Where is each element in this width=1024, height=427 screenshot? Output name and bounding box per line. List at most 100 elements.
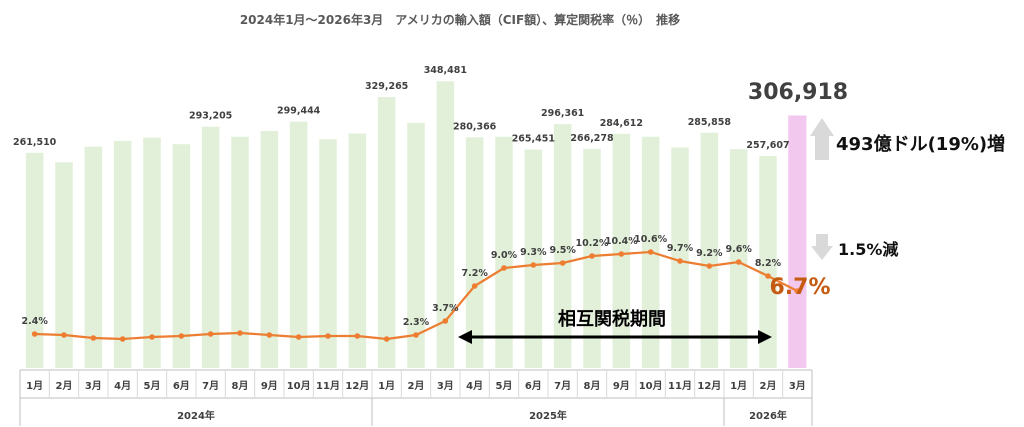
bar-value-label: 299,444 [277,106,321,117]
rate-point [442,318,449,324]
bar [55,162,73,368]
last-rate-label: 6.7% [769,275,830,300]
rate-value-label: 10.2% [576,238,609,249]
x-tick-label: 5月 [144,380,161,392]
x-tick-label: 4月 [466,380,483,392]
bar-value-label: 285,858 [688,117,732,128]
rate-value-label: 7.2% [461,268,488,279]
rate-point [706,263,713,269]
x-tick-label: 3月 [437,380,454,392]
rate-point [383,336,390,342]
decrease-label: 1.5%減 [838,240,898,259]
bar [612,133,631,368]
rate-value-label: 2.4% [21,316,48,327]
rate-value-label: 3.7% [432,303,459,314]
rate-point [647,249,654,255]
data-labels: 261,510 293,205 299,444 329,265 348,481 280,3… [13,65,790,328]
year-label: 2026年 [749,409,787,422]
x-tick-label: 8月 [584,380,601,392]
x-tick-label: 6月 [173,380,190,392]
rate-point [794,288,801,294]
year-label: 2024年 [177,409,215,422]
chart-title: 2024年1月～2026年3月 アメリカの輸入額（CIF額）、算定関税率（％） … [240,12,680,27]
bar-value-label: 257,607 [746,140,789,151]
rate-value-label: 9.5% [549,245,576,256]
x-tick-label: 11月 [316,380,340,392]
bar-value-label: 348,481 [424,65,467,76]
rate-point [589,253,595,259]
rate-point [735,259,742,265]
rate-point [90,335,97,341]
rate-value-label: 8.2% [755,258,782,269]
bar-value-label: 329,265 [365,81,408,92]
x-axis: 1月 2月 3月 4月 5月 6月 7月 8月 9月 10月 11月 12月 1月 2月 3月 4月 5月 6月 7… [19,369,813,426]
bar-value-label: 284,612 [600,118,643,129]
rate-point [295,334,302,340]
bar-value-label: 293,205 [189,111,232,122]
bar [495,136,513,368]
bar-value-label: 261,510 [13,137,57,148]
bar [231,136,249,368]
bar [759,156,777,368]
x-tick-label: 7月 [202,380,219,392]
bar-value-label: 296,361 [541,108,584,119]
x-tick-label: 9月 [261,380,278,392]
rate-point [530,262,537,268]
bar [172,144,191,368]
down-arrow-icon [811,234,833,260]
x-tick-label: 10月 [287,380,311,392]
bar [25,152,44,368]
rate-point [237,330,243,336]
bar [788,115,807,368]
x-tick-label: 6月 [525,380,542,392]
rate-value-label: 10.6% [634,234,667,245]
rate-point [61,332,67,338]
rate-point [413,332,419,338]
bar [377,97,396,368]
bar [553,124,572,368]
rate-point [31,331,38,337]
rate-point [354,333,361,339]
rate-point [266,332,273,338]
period-arrow-icon [458,330,772,344]
rate-value-label: 9.3% [520,247,547,258]
x-tick-label: 1月 [26,380,43,392]
x-tick-label: 2月 [56,380,73,392]
rate-value-label: 10.4% [605,236,638,247]
rate-point [178,333,185,339]
bar [348,133,367,368]
bar [289,121,308,368]
x-tick-label: 11月 [668,380,692,392]
rate-line-series [31,249,801,342]
x-tick-label: 7月 [554,380,571,392]
bar-value-label: 280,366 [453,121,497,132]
bar [84,146,103,368]
x-tick-label: 1月 [730,380,747,392]
rate-point [325,333,331,339]
bar-value-label: 265,451 [512,134,555,145]
rate-point [677,258,683,264]
increase-label: 493億ドル(19%)増 [836,133,1005,155]
x-tick-label: 10月 [639,380,663,392]
rate-value-label: 9.0% [491,250,518,261]
period-label: 相互関税期間 [558,308,666,330]
annotations: 306,918 493億ドル(19%)増 1.5%減 6.7% 相互関税期間 [458,80,1005,344]
rate-point [471,283,478,289]
bar-series [25,81,807,369]
x-tick-label: 3月 [85,380,102,392]
bar [201,126,220,369]
x-tick-label: 12月 [697,380,721,392]
up-arrow-icon [810,118,834,160]
bar [319,139,337,368]
bar [729,149,748,368]
rate-point [559,260,566,266]
x-tick-label: 9月 [613,380,630,392]
bar [143,137,161,368]
year-label: 2025年 [529,409,567,422]
rate-point [765,273,771,279]
last-value-label: 306,918 [748,80,848,105]
x-tick-label: 12月 [345,380,369,392]
bar [465,137,484,368]
rate-value-label: 9.2% [696,248,723,259]
